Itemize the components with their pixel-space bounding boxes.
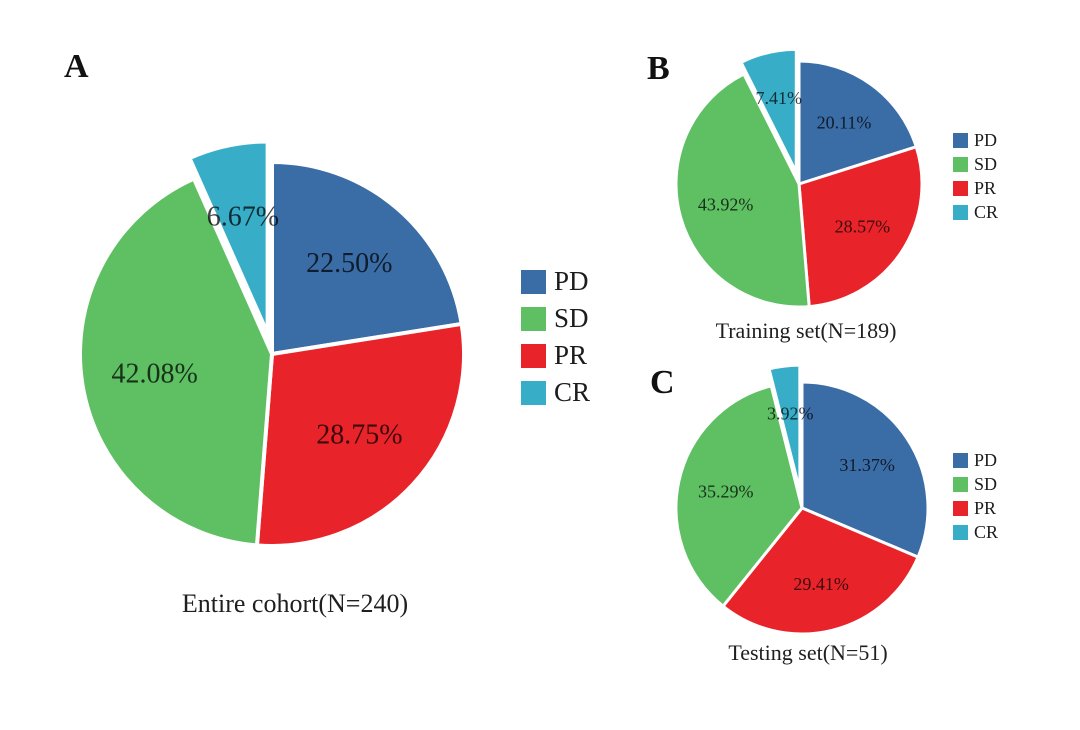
pie-slice-cr — [187, 139, 270, 336]
legend-label-cr: CR — [554, 377, 591, 407]
pie-slice-pr — [254, 321, 466, 548]
slice-label-sd: 35.29% — [698, 481, 754, 501]
legend-swatch-cr — [953, 525, 968, 540]
legend-item-cr: CR — [953, 202, 998, 223]
slice-label-cr: 3.92% — [767, 404, 814, 424]
legend-item-pd: PD — [521, 266, 590, 297]
legend-label-pr: PR — [974, 178, 997, 198]
legend-item-pr: PR — [953, 178, 998, 199]
legend-label-pd: PD — [974, 450, 998, 470]
legend-item-sd: SD — [521, 303, 590, 334]
legend-label-pd: PD — [974, 130, 998, 150]
slice-label-sd: 43.92% — [698, 195, 754, 215]
legend-swatch-pd — [953, 453, 968, 468]
legend-swatch-pr — [521, 343, 546, 368]
pie-chart-testing-set: 31.37% 29.41% 35.29% 3.92% — [674, 363, 930, 636]
legend-swatch-cr — [953, 205, 968, 220]
legend-c: PD SD PR CR — [953, 450, 998, 546]
legend-label-sd: SD — [974, 474, 998, 494]
legend-item-cr: CR — [521, 377, 590, 408]
pie-slice-sd — [674, 384, 804, 608]
pie-chart-entire-cohort: 22.50% 28.75% 42.08% 6.67% — [78, 139, 466, 548]
slice-label-cr: 7.41% — [755, 88, 802, 108]
slice-label-pr: 28.75% — [316, 419, 402, 450]
legend-b: PD SD PR CR — [953, 130, 998, 226]
panel-letter-b: B — [647, 50, 670, 87]
pie-title-testing-set: Testing set(N=51) — [728, 640, 888, 665]
pie-chart-training-set: 20.11% 28.57% 43.92% 7.41% — [674, 47, 924, 309]
slice-label-pd: 31.37% — [839, 455, 895, 475]
pie-slice-pr — [797, 145, 924, 309]
legend-swatch-pd — [521, 269, 546, 294]
legend-label-cr: CR — [974, 522, 999, 542]
pie-slice-sd — [674, 72, 811, 309]
pie-slice-pd — [270, 160, 464, 356]
panel-letter-c: C — [650, 364, 675, 401]
pie-slice-cr — [739, 47, 798, 174]
slice-label-pd: 22.50% — [306, 248, 392, 279]
legend-item-pd: PD — [953, 130, 998, 151]
legend-a: PD SD PR CR — [521, 266, 590, 414]
legend-swatch-pr — [953, 501, 968, 516]
legend-item-pd: PD — [953, 450, 998, 471]
legend-item-cr: CR — [953, 522, 998, 543]
pie-slice-sd — [78, 176, 274, 548]
pie-slice-cr — [767, 363, 802, 493]
pie-slice-pr — [721, 506, 920, 636]
panel-letter-a: A — [64, 48, 89, 85]
legend-swatch-cr — [521, 380, 546, 405]
pie-title-training-set: Training set(N=189) — [715, 318, 897, 343]
pie-title-entire-cohort: Entire cohort(N=240) — [181, 589, 409, 618]
legend-label-pr: PR — [554, 340, 588, 370]
legend-label-cr: CR — [974, 202, 999, 222]
legend-swatch-sd — [953, 477, 968, 492]
legend-swatch-sd — [953, 157, 968, 172]
legend-label-pd: PD — [554, 266, 589, 296]
slice-label-sd: 42.08% — [112, 359, 198, 390]
slice-label-cr: 6.67% — [207, 202, 279, 233]
legend-label-sd: SD — [554, 303, 589, 333]
pie-slice-pd — [800, 380, 930, 559]
legend-item-pr: PR — [521, 340, 590, 371]
slice-label-pr: 29.41% — [793, 574, 849, 594]
legend-label-pr: PR — [974, 498, 997, 518]
legend-swatch-sd — [521, 306, 546, 331]
pie-slice-pd — [797, 59, 918, 186]
legend-item-sd: SD — [953, 474, 998, 495]
legend-swatch-pd — [953, 133, 968, 148]
slice-label-pr: 28.57% — [835, 216, 891, 236]
legend-label-sd: SD — [974, 154, 998, 174]
slice-label-pd: 20.11% — [817, 113, 872, 133]
legend-item-pr: PR — [953, 498, 998, 519]
legend-swatch-pr — [953, 181, 968, 196]
legend-item-sd: SD — [953, 154, 998, 175]
